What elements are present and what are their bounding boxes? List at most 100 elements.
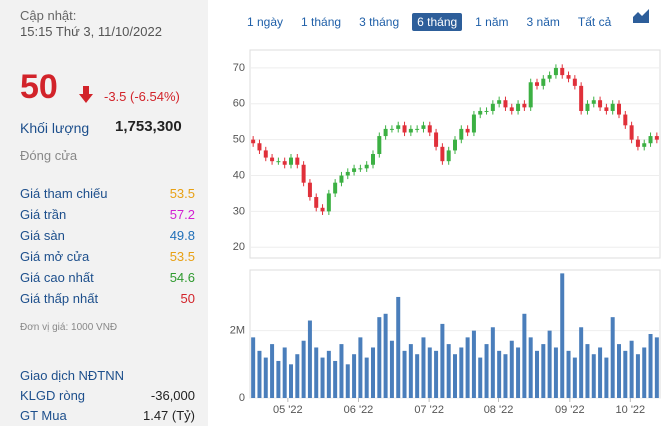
- candle-body: [389, 128, 394, 130]
- candle-body: [598, 100, 603, 108]
- volume-bar: [295, 354, 300, 398]
- candle-body: [572, 78, 577, 86]
- volume-bar: [320, 357, 325, 398]
- candle-body: [541, 78, 546, 86]
- volume-bar: [623, 350, 628, 398]
- stat-label: Giá thấp nhất: [20, 291, 99, 306]
- volume-bar: [389, 340, 394, 398]
- chart-icon[interactable]: [632, 8, 650, 24]
- volume-bar: [642, 347, 647, 398]
- candle-body: [484, 110, 489, 112]
- candle-body: [421, 125, 426, 129]
- change: -3.5 (-6.54%): [104, 89, 180, 104]
- foreign-net-label: KLGD ròng: [20, 388, 86, 403]
- candle-body: [352, 168, 357, 172]
- candle-body: [339, 175, 344, 183]
- x-tick-label: 08 '22: [484, 404, 514, 416]
- volume-bar: [522, 313, 527, 398]
- candle-body: [383, 128, 388, 137]
- candle-body: [471, 114, 476, 133]
- candle-body: [478, 110, 483, 115]
- volume-bar: [617, 344, 621, 398]
- candle-body: [648, 136, 653, 144]
- stat-label: Giá trần: [20, 207, 67, 222]
- candle-body: [509, 107, 514, 111]
- volume-bar: [282, 347, 287, 398]
- range-tab[interactable]: 1 năm: [475, 15, 509, 29]
- volume-bar: [535, 350, 539, 398]
- volume-bar: [572, 357, 577, 398]
- y2-tick-label: 0: [239, 392, 245, 404]
- volume-bar: [585, 344, 590, 398]
- volume-bar: [434, 350, 439, 398]
- range-tab[interactable]: 1 ngày: [247, 15, 284, 29]
- x-tick-label: 07 '22: [414, 404, 444, 416]
- volume-bar: [465, 337, 470, 398]
- volume-bar: [446, 344, 451, 398]
- x-tick-label: 10 '22: [616, 404, 646, 416]
- candle-body: [415, 128, 420, 130]
- volume-bar: [314, 347, 319, 398]
- range-tab[interactable]: 3 tháng: [359, 15, 400, 29]
- candle-body: [276, 161, 281, 163]
- stat-label: Giá tham chiếu: [20, 186, 108, 201]
- volume-bar: [490, 327, 495, 398]
- y-tick-label: 30: [233, 205, 245, 217]
- volume-bar: [263, 357, 268, 398]
- volume-bar: [421, 337, 426, 398]
- candle-body: [490, 103, 495, 111]
- candle-body: [623, 114, 628, 126]
- close-label: Đóng cửa: [20, 148, 78, 163]
- volume-bar: [503, 354, 508, 398]
- volume-bar: [326, 350, 331, 398]
- volume-bar: [333, 360, 338, 398]
- volume-bar: [635, 354, 640, 398]
- candle-body: [560, 67, 565, 76]
- y-tick-label: 50: [233, 134, 245, 146]
- volume-bar: [270, 344, 275, 398]
- price: 50: [20, 68, 58, 106]
- candle-body: [604, 107, 609, 111]
- volume-bar: [358, 337, 363, 398]
- foreign-buy-label: GT Mua: [20, 408, 67, 423]
- volume-bar: [453, 354, 457, 398]
- candle-body: [591, 100, 596, 104]
- candle-body: [282, 161, 287, 165]
- x-tick-label: 06 '22: [344, 404, 374, 416]
- volume-bar: [352, 354, 357, 398]
- volume-bar: [377, 317, 382, 398]
- range-tab[interactable]: 3 năm: [526, 15, 560, 29]
- candle-body: [635, 139, 640, 147]
- volume-bar: [516, 347, 521, 398]
- foreign-net-value: -36,000: [150, 388, 195, 403]
- volume-bar: [459, 347, 464, 398]
- range-tab[interactable]: Tất cả: [577, 15, 612, 29]
- volume-bar: [257, 350, 262, 398]
- candle-body: [459, 128, 464, 140]
- candle-body: [301, 164, 306, 183]
- candle-body: [371, 154, 375, 165]
- range-tab[interactable]: 6 tháng: [412, 13, 463, 31]
- range-tab[interactable]: 1 tháng: [301, 15, 342, 29]
- unit-note: Đơn vị giá: 1000 VNĐ: [20, 322, 118, 333]
- y2-tick-label: 2M: [230, 325, 245, 337]
- volume-bar: [541, 344, 546, 398]
- volume-bar: [408, 344, 413, 398]
- volume-bar: [629, 340, 634, 398]
- stat-value: 53.5: [169, 249, 195, 264]
- volume-bar: [547, 330, 552, 398]
- foreign-title: Giao dịch NĐTNN: [20, 368, 125, 383]
- candle-body: [535, 82, 539, 86]
- candle-body: [333, 182, 338, 194]
- candle-body: [553, 67, 558, 76]
- volume-bar: [604, 357, 609, 398]
- y-tick-label: 40: [233, 169, 245, 181]
- candle-body: [453, 139, 457, 151]
- volume-bar: [339, 344, 344, 398]
- candle-body: [251, 139, 256, 144]
- stat-value: 49.8: [169, 228, 195, 243]
- candle-body: [289, 157, 293, 165]
- volume-bar: [560, 273, 565, 398]
- candle-body: [528, 82, 533, 108]
- volume-bar: [440, 323, 445, 398]
